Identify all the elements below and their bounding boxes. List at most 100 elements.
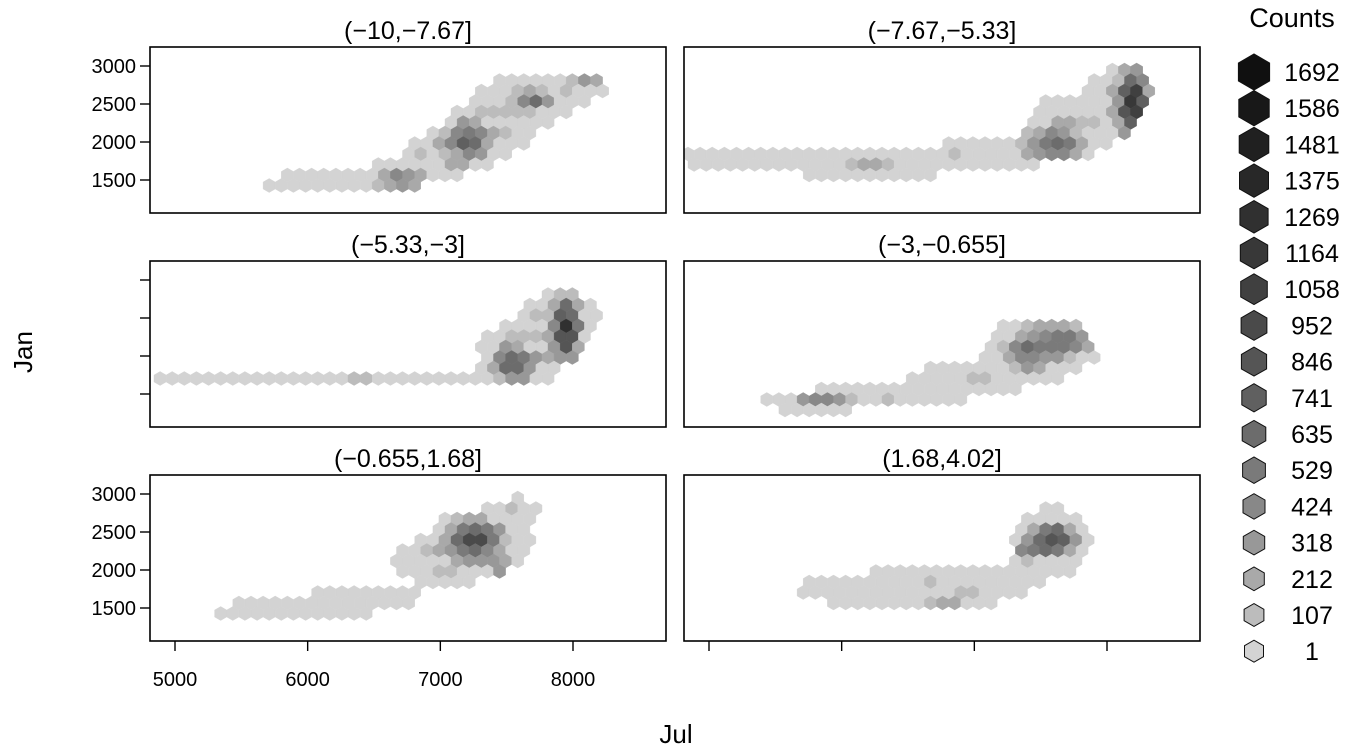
legend-swatch [1242,493,1266,520]
legend-label: 952 [1291,312,1333,340]
hex-cell [511,553,524,569]
legend-swatch [1240,346,1268,377]
x-tick-label: 5000 [153,669,198,691]
legend-label: 1269 [1284,204,1340,232]
legend-swatch [1237,53,1271,91]
legend-swatch [1242,529,1266,556]
hex-cell [481,157,494,172]
panel-title: (1.68,4.02] [882,445,1002,473]
panel-3: (−5.33,−3] [149,231,667,428]
legend-label: 529 [1291,457,1333,485]
hex-cells [214,490,543,621]
hex-cells [684,62,1156,183]
legend-swatch [1243,603,1265,627]
legend-label: 1586 [1284,95,1340,123]
legend-swatch [1239,163,1269,198]
hex-cell [1051,371,1065,386]
hex-cell [541,371,555,386]
hex-cell [359,606,373,621]
legend-swatch [1242,456,1266,484]
legend-label: 635 [1291,421,1333,449]
hex-cell [1027,157,1040,172]
panels-layer: (−10,−7.67] (−7.67,−5.33] (−5.33,−3] (−3,−0… [149,17,1201,642]
panel-5: (−0.655,1.68] [149,445,667,642]
y-tick-label: 2500 [92,94,137,116]
panel-1: (−10,−7.67] [149,17,667,214]
hex-cell [1081,146,1095,162]
legend-label: 1375 [1284,168,1340,196]
panel-frame [683,260,1201,428]
hex-cell [1009,381,1022,397]
hex-cell [1033,574,1046,590]
y-tick-label: 1500 [92,598,137,620]
legend-label: 424 [1291,493,1333,521]
legend-swatch [1241,383,1267,413]
hex-cells [796,501,1095,611]
panel-frame [683,46,1201,214]
y-tick-label: 2500 [92,522,137,544]
legend-label: 1692 [1284,59,1340,87]
hex-cell [450,167,464,183]
panel-title: (−10,−7.67] [344,17,472,45]
y-tick-label: 3000 [92,484,137,506]
panel-4: (−3,−0.655] [683,231,1201,428]
panel-frame [149,474,667,642]
hex-cell [408,178,421,193]
hex-cell [924,167,937,183]
hex-cell [1087,350,1101,365]
legend-label: 107 [1291,602,1333,630]
hex-cell [463,574,476,590]
panel-frame [149,46,667,214]
legend-label: 741 [1291,385,1333,413]
panel-frame [149,260,667,428]
legend-label: 1058 [1284,276,1340,304]
hex-cells [262,73,609,193]
hex-cell [566,350,579,365]
hex-cell [1063,564,1077,579]
hex-cell [1015,585,1028,600]
y-tick-label: 2000 [92,132,137,154]
legend-swatch [1244,639,1264,663]
axes-layer: 1500 2000 2500 3000 1500 2000 2500 3000 5000 6000… [92,56,1108,691]
panel-title: (−0.655,1.68] [334,445,482,473]
hex-cell [517,136,531,151]
y-axis-label: Jan [8,331,38,373]
panel-2: (−7.67,−5.33] [683,17,1201,214]
y-tick-label: 2000 [92,560,137,582]
y-tick-label: 3000 [92,56,137,78]
legend-label: 212 [1291,566,1333,594]
legend-swatch [1241,419,1267,449]
legend-swatch [1238,126,1270,163]
hex-cell [954,392,968,407]
panel-title: (−3,−0.655] [878,231,1006,259]
hex-cell [984,595,998,611]
legend-title: Counts [1249,3,1335,33]
hex-cell [499,146,512,162]
hex-cells [760,318,1101,418]
y-tick-label: 1500 [92,170,137,192]
x-tick-label: 6000 [285,669,330,691]
legend-swatch [1240,273,1268,306]
panel-frame [683,474,1201,642]
hex-cell [839,402,852,418]
legend-swatch [1239,200,1269,234]
legend-label: 1 [1305,638,1319,666]
x-axis-label: Jul [659,719,692,749]
panel-title: (−7.67,−5.33] [868,17,1017,45]
hex-cell [596,83,609,99]
hex-cell [578,94,591,109]
hex-cell [1069,360,1083,376]
hex-cell [1099,136,1113,151]
panel-6: (1.68,4.02] [683,445,1201,642]
hex-cell [1118,125,1131,141]
hex-cell [402,595,415,611]
legend-label: 1481 [1284,131,1340,159]
legend-label: 318 [1291,530,1333,558]
hex-cell [493,564,506,579]
hex-cell [541,115,555,130]
legend-label: 846 [1291,349,1333,377]
x-tick-label: 7000 [418,669,463,691]
